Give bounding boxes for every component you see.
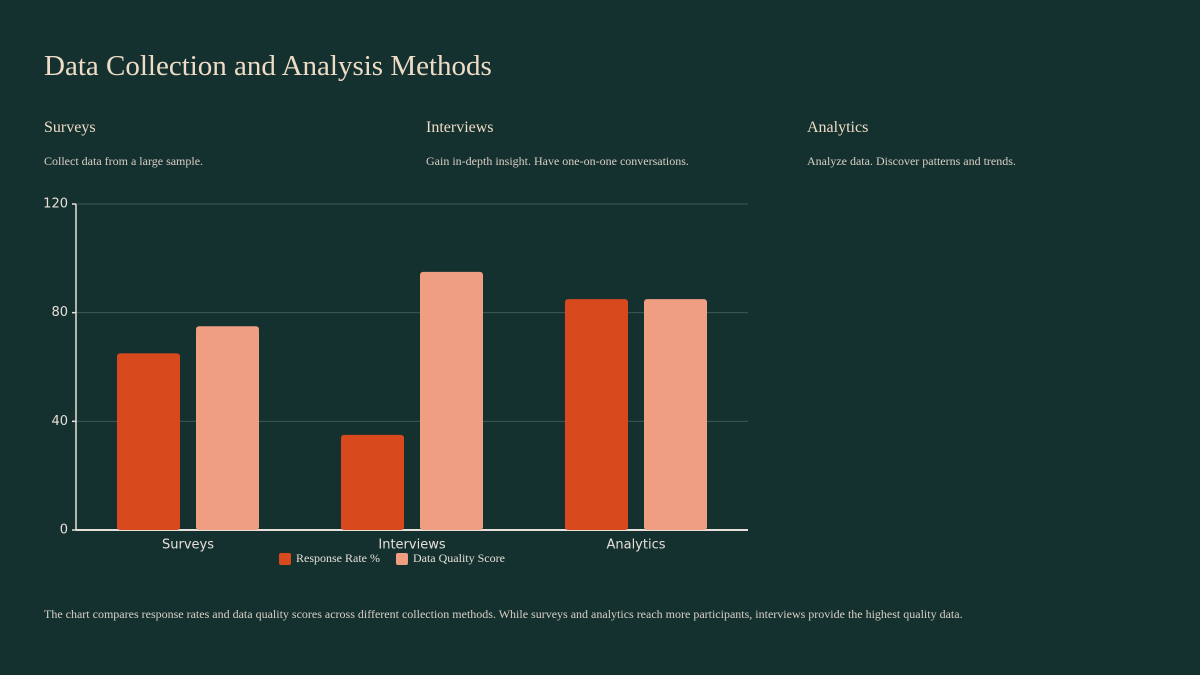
- section: Analytics Analyze data. Discover pattern…: [807, 119, 1167, 169]
- section-text: Collect data from a large sample.: [44, 154, 204, 168]
- bar: [420, 271, 483, 530]
- x-tick-label: Analytics: [606, 538, 665, 553]
- bar: [644, 299, 707, 530]
- chart-note: The chart compares response rates and da…: [44, 607, 963, 621]
- section-title: Interviews: [426, 119, 494, 136]
- section: Surveys Collect data from a large sample…: [44, 119, 404, 169]
- y-tick-label: 0: [60, 523, 68, 538]
- section-title: Surveys: [44, 119, 96, 136]
- y-tick-label: 80: [51, 305, 68, 320]
- bar: [117, 353, 180, 530]
- legend-label: Response Rate %: [296, 551, 380, 565]
- x-tick-label: Interviews: [378, 538, 445, 553]
- x-tick-label: Surveys: [162, 538, 214, 553]
- section: Interviews Gain in-depth insight. Have o…: [426, 119, 786, 169]
- y-tick-label: 40: [51, 414, 68, 429]
- legend-swatch: [279, 553, 291, 565]
- slide-title: Data Collection and Analysis Methods: [44, 50, 492, 82]
- bar: [341, 434, 404, 530]
- bar: [196, 326, 259, 530]
- section-text: Gain in-depth insight. Have one-on-one c…: [426, 154, 689, 168]
- section-title: Analytics: [807, 119, 869, 136]
- legend-swatch: [395, 553, 408, 565]
- legend-label: Data Quality Score: [413, 551, 505, 565]
- y-tick-label: 120: [43, 197, 68, 212]
- bar: [565, 299, 628, 530]
- section-text: Analyze data. Discover patterns and tren…: [807, 154, 1016, 168]
